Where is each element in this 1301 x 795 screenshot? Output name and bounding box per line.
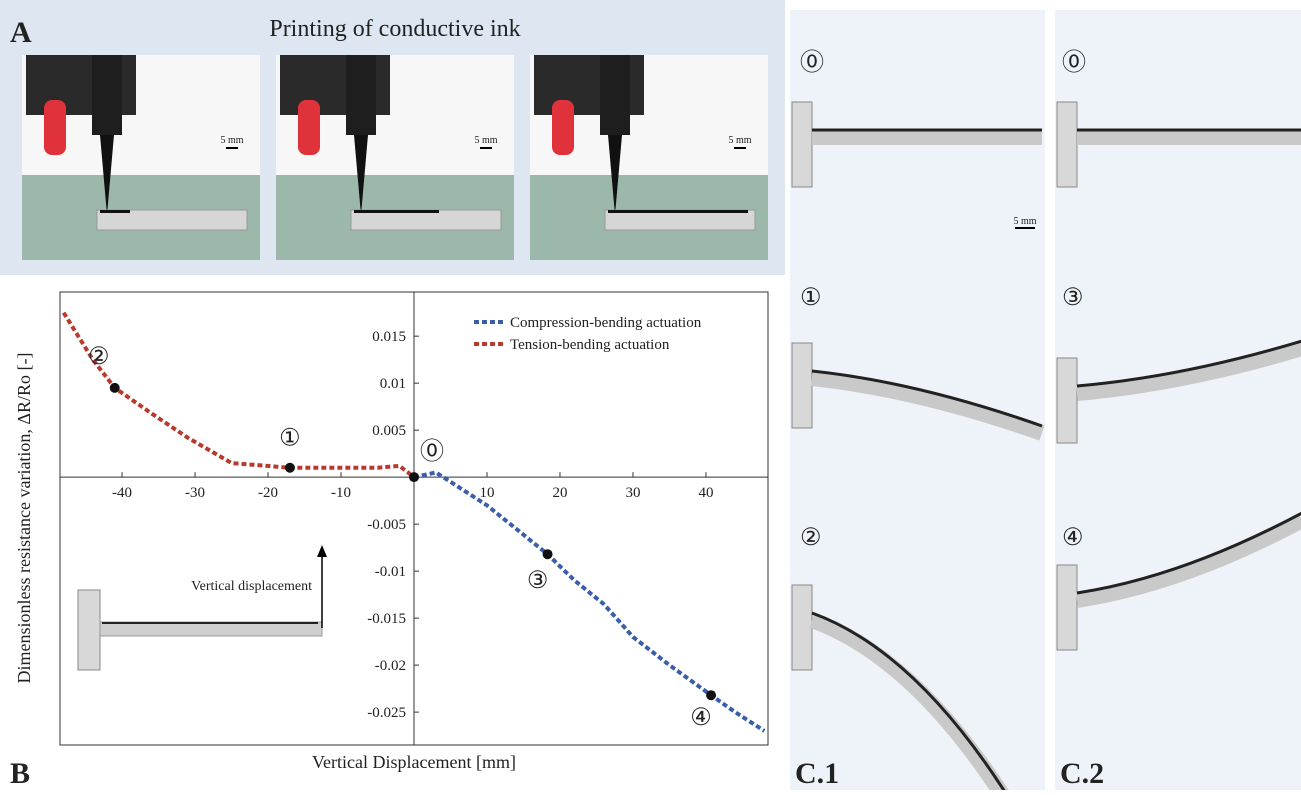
photo: 5 mm	[22, 55, 260, 260]
clamp	[791, 342, 813, 429]
photo: 5 mm	[530, 55, 768, 260]
step-label: ①	[800, 285, 822, 311]
clamp	[1056, 101, 1078, 188]
step-label: ⓪	[1062, 49, 1086, 76]
step-label: ②	[800, 525, 822, 551]
annotation-label: ③	[527, 568, 549, 594]
y-tick-label: 0.015	[372, 329, 406, 345]
beam	[811, 370, 1045, 441]
x-tick-label: -10	[331, 485, 351, 501]
x-tick-label: -40	[112, 485, 132, 501]
x-tick-label: -20	[258, 485, 278, 501]
scale-label: 5 mm	[474, 135, 497, 146]
annotation-point	[284, 462, 295, 473]
scale-label: 5 mm	[220, 135, 243, 146]
annotation-label: ④	[690, 705, 712, 731]
inset-arrowhead	[317, 545, 327, 557]
inset-label: Vertical displacement	[191, 579, 312, 594]
step-label: ④	[1062, 525, 1084, 551]
legend-label: Tension-bending actuation	[510, 337, 670, 353]
panel-label: B	[10, 757, 30, 790]
legend-box	[468, 308, 758, 356]
clamp	[1056, 564, 1078, 651]
ink-cartridge	[44, 100, 66, 155]
beam	[809, 612, 1012, 795]
nozzle	[354, 135, 368, 215]
beam	[1076, 340, 1301, 401]
y-tick-label: -0.01	[375, 564, 406, 580]
annotation-point	[706, 690, 717, 701]
x-tick-label: 10	[479, 485, 494, 501]
sample	[96, 209, 248, 231]
trace	[608, 210, 748, 213]
beam-trace	[1076, 511, 1301, 595]
nozzle	[100, 135, 114, 215]
trace	[354, 210, 439, 213]
y-tick-label: -0.025	[367, 705, 406, 721]
y-axis-label: Dimensionless resistance variation, ΔR/R…	[14, 352, 34, 683]
y-tick-label: -0.005	[367, 517, 406, 533]
annotation-point	[409, 472, 419, 483]
annotation-label: ①	[279, 426, 301, 452]
beam-trace	[811, 369, 1043, 428]
nozzle	[608, 135, 622, 215]
clamp	[791, 101, 813, 188]
inset-clamp	[77, 589, 101, 671]
x-tick-label: 30	[625, 485, 640, 501]
beam	[1075, 512, 1301, 608]
panel-c2-bg	[1055, 10, 1301, 790]
y-tick-label: 0.01	[380, 376, 406, 392]
panel-b-bg	[8, 292, 778, 747]
x-tick-label: -30	[185, 485, 205, 501]
scale-label: 5 mm	[728, 135, 751, 146]
panel-label: A	[10, 16, 32, 49]
step-label: ③	[1062, 285, 1084, 311]
y-tick-label: 0.005	[372, 423, 406, 439]
x-axis-label: Vertical Displacement [mm]	[312, 752, 516, 772]
y-tick-label: -0.015	[367, 611, 406, 627]
annotation-point	[109, 382, 120, 393]
clamp	[1056, 357, 1078, 444]
beam-trace	[1076, 339, 1301, 388]
ink-cartridge	[298, 100, 320, 155]
annotation-label: ⓪	[420, 438, 444, 465]
inset-beam	[99, 621, 323, 637]
beam-trace	[811, 611, 1009, 795]
nozzle-body	[346, 55, 376, 135]
annotation-point	[542, 549, 553, 560]
x-tick-label: 40	[698, 485, 713, 501]
step-label: ⓪	[800, 49, 824, 76]
photo: 5 mm	[276, 55, 514, 260]
annotation-label: ②	[88, 344, 110, 370]
clamp	[791, 584, 813, 671]
trace	[100, 210, 130, 213]
x-tick-label: 20	[552, 485, 567, 501]
y-tick-label: -0.02	[375, 658, 406, 674]
nozzle-body	[92, 55, 122, 135]
panel-label: C.1	[795, 757, 839, 790]
legend-label: Compression-bending actuation	[510, 315, 702, 331]
nozzle-body	[600, 55, 630, 135]
panel-title: Printing of conductive ink	[269, 16, 520, 42]
scale-label: 5 mm	[1013, 216, 1036, 227]
panel-label: C.2	[1060, 757, 1104, 790]
ink-cartridge	[552, 100, 574, 155]
